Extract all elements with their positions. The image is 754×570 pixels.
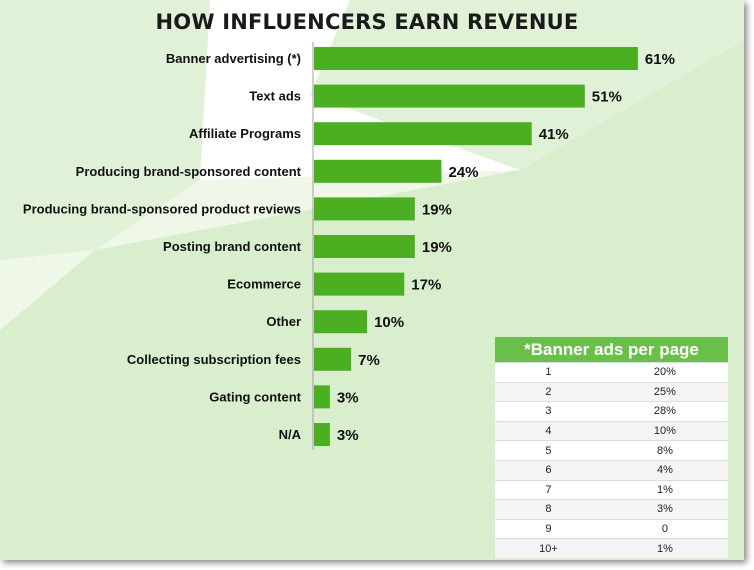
table-row: 7 1% <box>495 479 728 500</box>
ads-per-page-cell: 2 <box>495 381 602 402</box>
category-label: Collecting subscription fees <box>127 352 301 367</box>
value-label: 10% <box>374 314 404 331</box>
category-label: Producing brand-sponsored content <box>76 164 302 179</box>
ads-per-page-cell: 3 <box>495 401 602 422</box>
share-cell: 28% <box>601 401 728 422</box>
share-cell: 8% <box>601 440 728 461</box>
value-label: 24% <box>448 164 478 181</box>
table-row: 8 3% <box>495 499 728 520</box>
category-label: Posting brand content <box>163 239 302 254</box>
share-cell: 1% <box>601 538 728 558</box>
ads-per-page-cell: 1 <box>495 362 602 383</box>
table-row: 10+ 1% <box>495 538 728 558</box>
value-label: 19% <box>422 239 452 256</box>
category-label: Affiliate Programs <box>189 126 301 141</box>
category-label: Other <box>266 314 301 329</box>
value-label: 61% <box>645 51 675 68</box>
category-label: Producing brand-sponsored product review… <box>23 201 301 216</box>
bar <box>314 84 585 108</box>
category-label: Text ads <box>249 89 301 104</box>
category-label: Ecommerce <box>227 277 301 292</box>
value-label: 3% <box>337 389 359 406</box>
bar <box>314 310 368 334</box>
bar <box>314 347 352 371</box>
share-cell: 3% <box>601 499 728 520</box>
share-cell: 0 <box>601 518 728 539</box>
table-row: 5 8% <box>495 440 728 461</box>
category-label: Banner advertising (*) <box>166 51 301 66</box>
bar <box>314 423 330 446</box>
table-row: 6 4% <box>495 459 728 481</box>
table-row: 3 28% <box>495 401 728 422</box>
table-row: 1 20% <box>495 362 728 383</box>
bar-chart: Banner advertising (*) 61% Text ads 51% Affi… <box>23 42 675 450</box>
ads-per-page-cell: 10+ <box>495 538 602 558</box>
category-label: Gating content <box>209 389 301 404</box>
value-label: 7% <box>358 352 380 369</box>
value-label: 51% <box>592 89 622 106</box>
share-cell: 4% <box>601 459 728 481</box>
bar <box>314 385 330 409</box>
share-cell: 1% <box>601 479 728 500</box>
bar <box>314 47 638 70</box>
banner-ads-table: *Banner ads per page 1 20% 2 25% 3 28% 4 10% 5 8%… <box>495 337 728 558</box>
share-cell: 10% <box>601 420 728 441</box>
value-label: 17% <box>411 277 441 294</box>
value-label: 19% <box>422 201 452 218</box>
ads-per-page-cell: 6 <box>495 459 602 481</box>
bar <box>314 197 415 221</box>
ads-per-page-cell: 8 <box>495 499 602 520</box>
bar <box>314 235 415 258</box>
ads-per-page-cell: 4 <box>495 420 602 441</box>
bar <box>314 122 532 146</box>
value-label: 3% <box>337 427 359 444</box>
value-label: 41% <box>539 126 569 143</box>
table-row: 2 25% <box>495 381 728 402</box>
table-header: *Banner ads per page <box>495 337 728 363</box>
table-row: 4 10% <box>495 420 728 441</box>
ads-per-page-cell: 9 <box>495 518 602 539</box>
share-cell: 20% <box>601 362 728 383</box>
category-label: N/A <box>279 427 302 442</box>
bar <box>314 272 405 296</box>
ads-per-page-cell: 7 <box>495 479 602 500</box>
chart-title: HOW INFLUENCERS EARN REVENUE <box>155 10 579 34</box>
chart-frame: HOW INFLUENCERS EARN REVENUE Banner adve… <box>0 0 744 560</box>
ads-per-page-cell: 5 <box>495 440 602 461</box>
bar <box>314 159 442 183</box>
share-cell: 25% <box>601 381 728 402</box>
